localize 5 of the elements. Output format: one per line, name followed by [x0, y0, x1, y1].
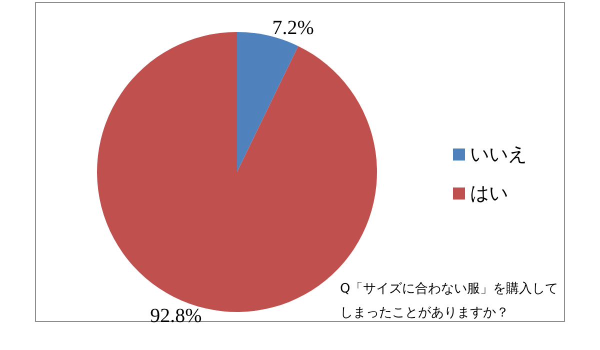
text: Q「サイズに合わない服」を購入してしまったことがありますか？: [340, 282, 558, 320]
data-label: 7.2%: [272, 16, 314, 39]
legend-label: はい: [470, 182, 508, 204]
legend-label: いいえ: [470, 144, 527, 166]
data-label: 92.8%: [150, 305, 202, 328]
